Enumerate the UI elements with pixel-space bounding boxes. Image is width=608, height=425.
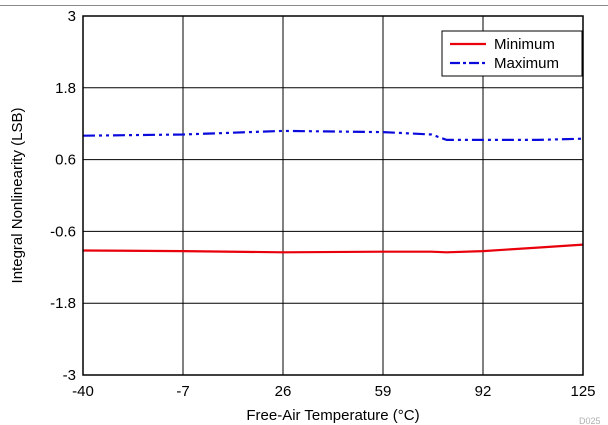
x-tick-label: 92 — [475, 383, 492, 400]
x-axis-title: Free-Air Temperature (°C) — [246, 407, 419, 424]
x-tick-label: -40 — [72, 383, 94, 400]
top-rule — [0, 5, 608, 6]
x-tick-label: 26 — [275, 383, 292, 400]
y-tick-label: 0.6 — [55, 152, 76, 169]
y-tick-label: -0.6 — [50, 223, 76, 240]
figure-code: D025 — [579, 416, 601, 425]
series-line-maximum — [82, 129, 584, 141]
x-tick-label: -7 — [176, 383, 189, 400]
y-tick-label: -3 — [63, 367, 76, 384]
legend-box — [441, 30, 583, 77]
x-tick-label: 59 — [375, 383, 392, 400]
y-tick-label: 3 — [68, 8, 76, 25]
plot-border — [82, 15, 584, 376]
y-axis-title: Integral Nonlinearity (LSB) — [9, 108, 26, 284]
y-tick-label: 1.8 — [55, 80, 76, 97]
series-line-minimum — [82, 243, 584, 254]
legend-label-maximum: Maximum — [494, 55, 559, 72]
x-tick-label: 125 — [570, 383, 595, 400]
y-tick-label: -1.8 — [50, 295, 76, 312]
legend-label-minimum: Minimum — [494, 36, 555, 53]
